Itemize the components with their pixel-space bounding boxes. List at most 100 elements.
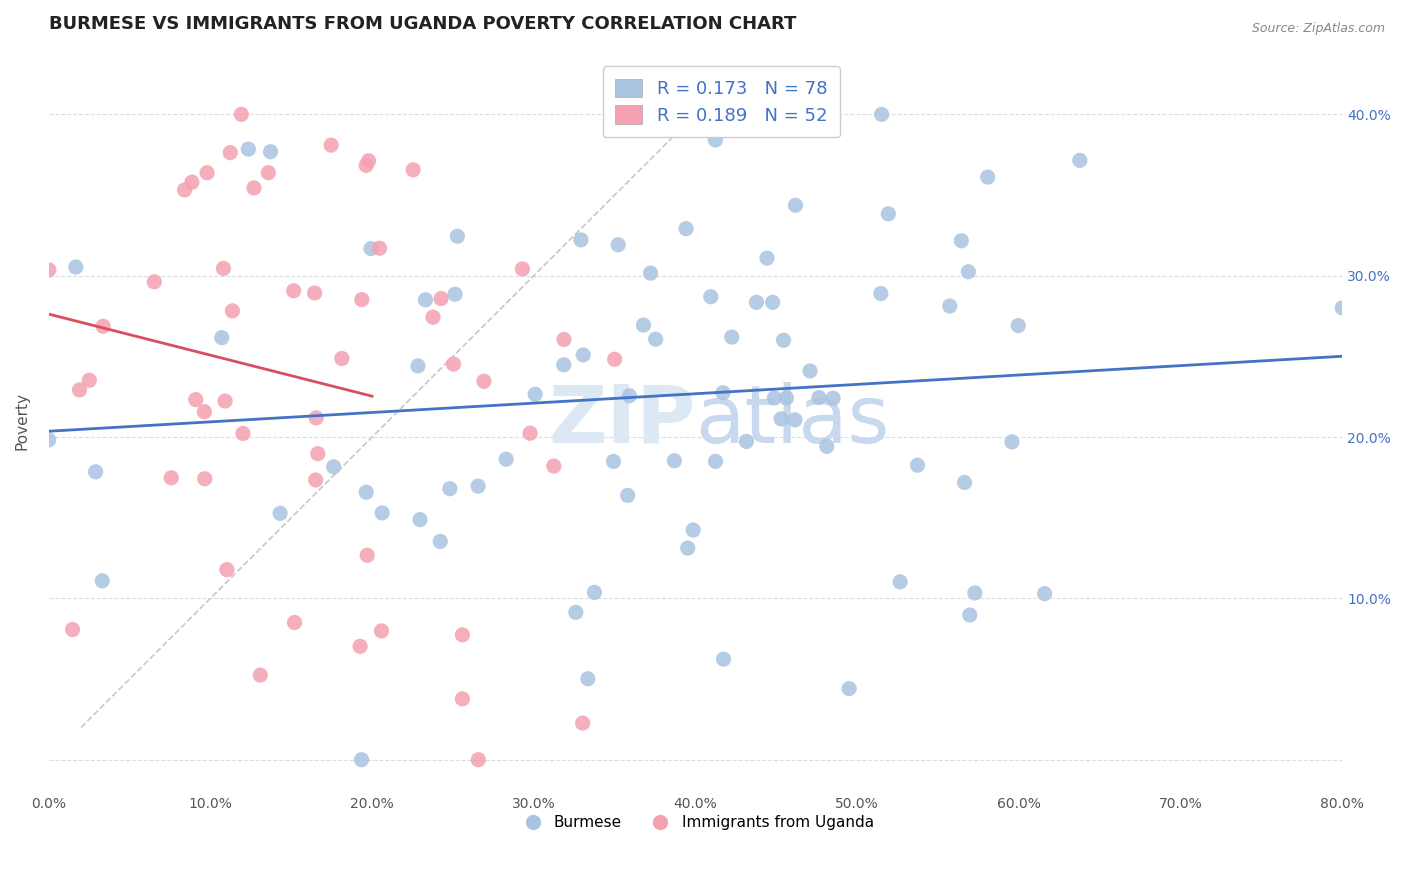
Point (763, 391, 786, 405)
Point (429, 534, 451, 549)
Point (607, 237, 630, 252)
Point (357, 153, 380, 168)
Point (700, 290, 723, 304)
Text: ZIP: ZIP (548, 382, 696, 460)
Point (330, 351, 353, 366)
Point (785, 198, 807, 212)
Point (675, 221, 697, 235)
Point (571, 716, 593, 731)
Point (143, 275, 166, 289)
Point (869, 286, 891, 301)
Point (38, 433, 60, 447)
Point (770, 412, 793, 426)
Point (821, 391, 844, 405)
Point (616, 488, 638, 502)
Text: atlas: atlas (696, 382, 890, 460)
Point (644, 332, 666, 346)
Point (354, 485, 377, 500)
Point (214, 394, 236, 409)
Point (938, 299, 960, 313)
Point (711, 385, 734, 400)
Point (907, 458, 929, 473)
Point (283, 284, 305, 298)
Point (1001, 434, 1024, 449)
Text: Source: ZipAtlas.com: Source: ZipAtlas.com (1251, 22, 1385, 36)
Point (572, 348, 595, 362)
Point (569, 233, 592, 247)
Point (249, 668, 271, 682)
Point (180, 175, 202, 189)
Point (1069, 153, 1091, 168)
Point (259, 145, 281, 159)
Point (565, 605, 588, 619)
Point (772, 333, 794, 347)
Point (304, 285, 326, 300)
Point (619, 389, 641, 403)
Point (257, 166, 280, 180)
Point (368, 241, 391, 255)
Point (799, 364, 821, 378)
Point (194, 472, 217, 486)
Point (959, 607, 981, 622)
Point (350, 753, 373, 767)
Point (815, 439, 838, 453)
Point (305, 473, 328, 487)
Point (402, 162, 425, 177)
Point (953, 475, 976, 490)
Point (870, 107, 893, 121)
Point (735, 434, 758, 449)
Point (524, 387, 547, 401)
Point (69, 383, 91, 397)
Point (406, 359, 429, 373)
Point (467, 479, 489, 493)
Point (713, 652, 735, 666)
Point (232, 426, 254, 441)
Point (415, 293, 437, 307)
Point (184, 392, 207, 407)
Point (91, 574, 114, 588)
Point (231, 107, 253, 121)
Point (1033, 586, 1056, 600)
Point (602, 454, 624, 468)
Point (195, 166, 218, 180)
Point (446, 229, 468, 244)
Point (219, 145, 242, 160)
Point (775, 391, 797, 405)
Point (633, 318, 655, 332)
Point (682, 523, 704, 537)
Point (451, 691, 474, 706)
Point (283, 615, 305, 630)
Point (720, 330, 742, 344)
Point (664, 454, 686, 468)
Point (877, 207, 900, 221)
Point (1007, 318, 1029, 333)
Point (451, 628, 474, 642)
Point (495, 452, 517, 467)
Point (354, 158, 377, 172)
Point (704, 133, 727, 147)
Point (762, 295, 785, 310)
Point (430, 292, 453, 306)
Point (889, 574, 911, 589)
Point (640, 266, 662, 280)
Point (350, 293, 373, 307)
Point (838, 681, 860, 696)
Point (371, 506, 394, 520)
Point (238, 142, 260, 156)
Point (173, 183, 195, 197)
Point (322, 459, 344, 474)
Point (212, 261, 235, 276)
Point (79, 373, 101, 387)
Point (444, 287, 467, 301)
Point (221, 303, 243, 318)
Point (349, 640, 371, 654)
Point (211, 331, 233, 345)
Point (957, 265, 980, 279)
Point (409, 513, 432, 527)
Point (512, 261, 534, 276)
Point (62, 623, 84, 637)
Point (305, 410, 328, 425)
Point (472, 374, 495, 388)
Point (269, 507, 291, 521)
Point (976, 169, 998, 184)
